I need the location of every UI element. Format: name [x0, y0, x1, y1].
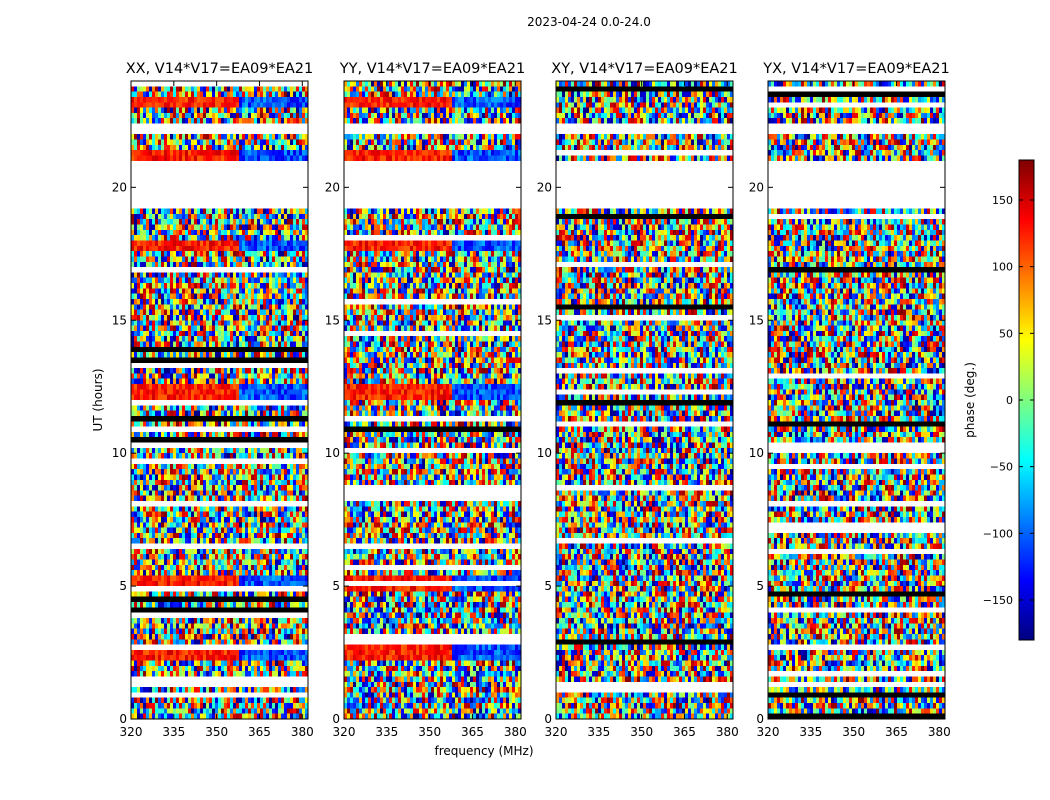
colorbar-tick-label: 50	[999, 327, 1013, 340]
y-tick-label: 10	[325, 446, 340, 460]
y-axis-label: UT (hours)	[91, 368, 105, 431]
colorbar-tick-label: 150	[992, 194, 1013, 207]
heatmap-image	[344, 81, 521, 719]
heatmap-image	[556, 81, 733, 719]
panel-title: YX, V14*V17=EA09*EA21	[762, 61, 949, 77]
panel-xy: XY, V14*V17=EA09*EA21 320 335 350 365 380 0 5 10…	[537, 61, 739, 739]
panels: XX, V14*V17=EA09*EA21 320 335 350 365 380 0 5 10…	[112, 61, 951, 739]
heatmap-image	[131, 81, 308, 719]
x-tick-label: 335	[375, 725, 398, 739]
x-tick-label: 320	[545, 725, 568, 739]
x-tick-label: 320	[333, 725, 356, 739]
y-tick-label: 15	[749, 313, 764, 327]
colorbar: 150 100 50 0 −50 −100 −150 phase (deg.)	[963, 159, 1035, 641]
y-tick-label: 10	[749, 446, 764, 460]
colorbar-tick-label: −100	[983, 527, 1013, 540]
y-tick-label: 15	[112, 313, 127, 327]
y-tick-label: 0	[332, 712, 340, 726]
x-tick-label: 380	[291, 725, 314, 739]
x-tick-label: 380	[716, 725, 739, 739]
y-tick-label: 5	[332, 579, 340, 593]
x-tick-label: 335	[162, 725, 185, 739]
colorbar-tick-label: −50	[990, 461, 1013, 474]
y-tick-label: 20	[749, 180, 764, 194]
x-axis-label: frequency (MHz)	[434, 744, 533, 758]
x-tick-label: 335	[799, 725, 822, 739]
x-tick-label: 380	[928, 725, 951, 739]
x-tick-label: 350	[205, 725, 228, 739]
y-tick-label: 20	[537, 180, 552, 194]
x-tick-label: 350	[842, 725, 865, 739]
y-tick-label: 0	[756, 712, 764, 726]
y-tick-label: 15	[537, 313, 552, 327]
panel-title: XY, V14*V17=EA09*EA21	[551, 61, 737, 77]
panel-frame	[343, 80, 522, 720]
panel-frame	[130, 80, 309, 720]
x-tick-label: 320	[757, 725, 780, 739]
panel-xx: XX, V14*V17=EA09*EA21 320 335 350 365 380 0 5 10…	[112, 61, 314, 739]
heatmap-image	[768, 81, 945, 719]
x-tick-label: 350	[418, 725, 441, 739]
x-tick-label: 365	[673, 725, 696, 739]
panel-frame	[555, 80, 734, 720]
panel-title: XX, V14*V17=EA09*EA21	[126, 61, 314, 77]
x-tick-label: 335	[587, 725, 610, 739]
x-tick-label: 365	[248, 725, 271, 739]
panel-title: YY, V14*V17=EA09*EA21	[339, 61, 525, 77]
x-tick-label: 365	[461, 725, 484, 739]
y-tick-label: 10	[112, 446, 127, 460]
figure-title: 2023-04-24 0.0-24.0	[527, 15, 651, 29]
panel-yx: YX, V14*V17=EA09*EA21 320 335 350 365 380 0 5 10…	[749, 61, 951, 739]
colorbar-tick-label: 100	[992, 261, 1013, 274]
y-tick-label: 20	[112, 180, 127, 194]
x-tick-label: 380	[504, 725, 527, 739]
y-tick-label: 20	[325, 180, 340, 194]
y-tick-label: 0	[544, 712, 552, 726]
panel-frame	[767, 80, 946, 720]
y-tick-label: 5	[756, 579, 764, 593]
colorbar-label: phase (deg.)	[963, 362, 977, 438]
y-tick-label: 5	[544, 579, 552, 593]
x-tick-label: 320	[120, 725, 143, 739]
panel-yy: YY, V14*V17=EA09*EA21 320 335 350 365 380 0 5 10…	[325, 61, 527, 739]
x-tick-label: 365	[885, 725, 908, 739]
y-tick-label: 15	[325, 313, 340, 327]
y-tick-label: 0	[119, 712, 127, 726]
x-tick-label: 350	[630, 725, 653, 739]
colorbar-tick-label: 0	[1006, 394, 1013, 407]
colorbar-tick-label: −150	[983, 594, 1013, 607]
y-tick-label: 10	[537, 446, 552, 460]
y-tick-label: 5	[119, 579, 127, 593]
